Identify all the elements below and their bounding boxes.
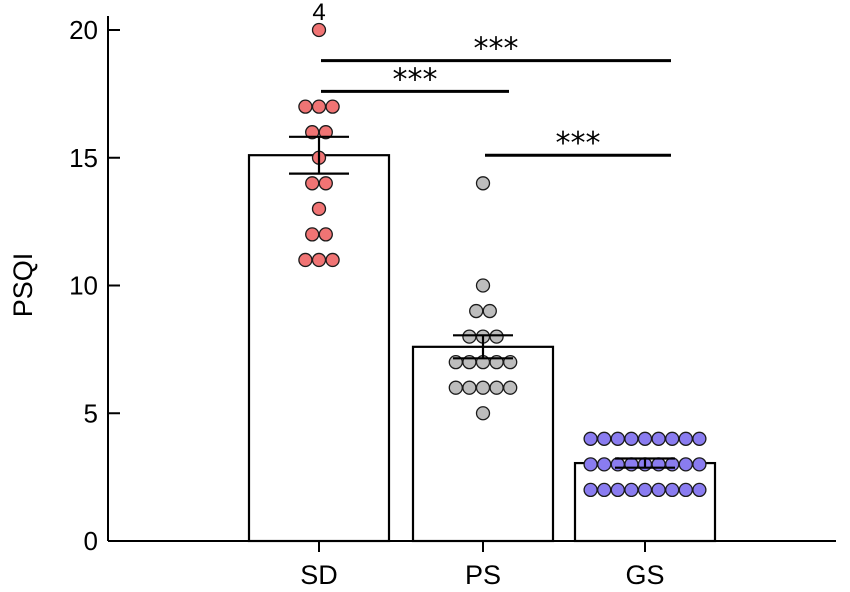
- y-tick-label-2: 10: [69, 271, 98, 301]
- data-point-gs-14: [651, 457, 666, 472]
- data-point-gs-23: [651, 482, 666, 498]
- data-point-sd-13: [311, 252, 327, 268]
- data-point-gs-16: [678, 457, 693, 472]
- data-point-sd-1: [298, 99, 313, 114]
- data-point-sd-12: [298, 252, 313, 268]
- significance-brackets: *** *** *** 4: [312, 0, 671, 161]
- y-tick-label-1: 5: [84, 398, 98, 428]
- data-point-ps-2: [469, 303, 484, 319]
- data-point-sd-10: [305, 227, 320, 242]
- data-point-sd-5: [318, 125, 333, 140]
- data-point-gs-8: [692, 431, 707, 446]
- data-point-gs-18: [583, 482, 598, 498]
- bar-gs: [573, 461, 717, 543]
- data-point-ps-16: [503, 380, 518, 395]
- y-tick-label-0: 0: [84, 526, 98, 556]
- data-point-gs-0: [583, 431, 598, 446]
- data-point-gs-21: [624, 482, 639, 498]
- significance-label-1: ***: [393, 62, 438, 97]
- data-point-ps-14: [475, 380, 491, 395]
- data-point-ps-0: [475, 176, 491, 191]
- data-point-sd-8: [318, 176, 333, 191]
- bar-sd: [247, 154, 391, 543]
- data-point-sd-0: [311, 22, 327, 38]
- data-point-gs-10: [597, 457, 612, 472]
- data-point-ps-4: [462, 329, 477, 344]
- data-point-sd-7: [305, 176, 320, 191]
- data-point-sd-11: [318, 227, 333, 242]
- data-point-gs-12: [624, 457, 639, 472]
- data-point-ps-15: [489, 380, 504, 395]
- data-point-ps-6: [489, 329, 504, 344]
- data-point-gs-9: [583, 457, 598, 472]
- y-tick-label-3: 15: [69, 143, 98, 173]
- x-tick-label-ps: PS: [465, 560, 501, 590]
- data-point-sd-3: [325, 99, 340, 114]
- data-point-gs-5: [651, 431, 666, 446]
- bars: [247, 154, 717, 543]
- point-annotation-0: 4: [312, 0, 325, 26]
- data-point-gs-17: [692, 457, 707, 472]
- data-point-ps-3: [482, 303, 497, 319]
- data-point-gs-26: [692, 482, 707, 498]
- significance-label-2: ***: [556, 126, 601, 161]
- data-point-ps-12: [448, 380, 463, 395]
- x-tick-label-sd: SD: [300, 560, 338, 590]
- data-point-gs-25: [678, 482, 693, 498]
- y-tick-label-4: 20: [69, 15, 98, 45]
- data-point-sd-2: [311, 99, 327, 114]
- bar-ps: [411, 345, 555, 543]
- data-point-gs-24: [665, 482, 680, 498]
- data-point-ps-13: [462, 380, 477, 395]
- error-bars: [289, 135, 675, 469]
- data-point-gs-19: [597, 482, 612, 498]
- data-point-gs-4: [637, 431, 653, 446]
- data-point-gs-20: [610, 482, 625, 498]
- axes: 0 5 10 15 20 SD PS GS: [69, 15, 836, 590]
- data-point-gs-11: [610, 457, 625, 472]
- data-point-gs-6: [665, 431, 680, 446]
- significance-label-0: ***: [474, 32, 519, 67]
- data-point-gs-22: [637, 482, 653, 498]
- data-point-ps-1: [475, 278, 491, 293]
- y-axis-title: PSQI: [8, 253, 38, 318]
- data-point-ps-17: [475, 406, 491, 421]
- data-point-sd-9: [311, 201, 327, 217]
- data-point-gs-1: [597, 431, 612, 446]
- data-point-sd-14: [325, 252, 340, 268]
- x-tick-label-gs: GS: [625, 560, 664, 590]
- data-point-gs-15: [665, 457, 680, 472]
- data-point-gs-2: [610, 431, 625, 446]
- data-point-gs-3: [624, 431, 639, 446]
- data-point-gs-7: [678, 431, 693, 446]
